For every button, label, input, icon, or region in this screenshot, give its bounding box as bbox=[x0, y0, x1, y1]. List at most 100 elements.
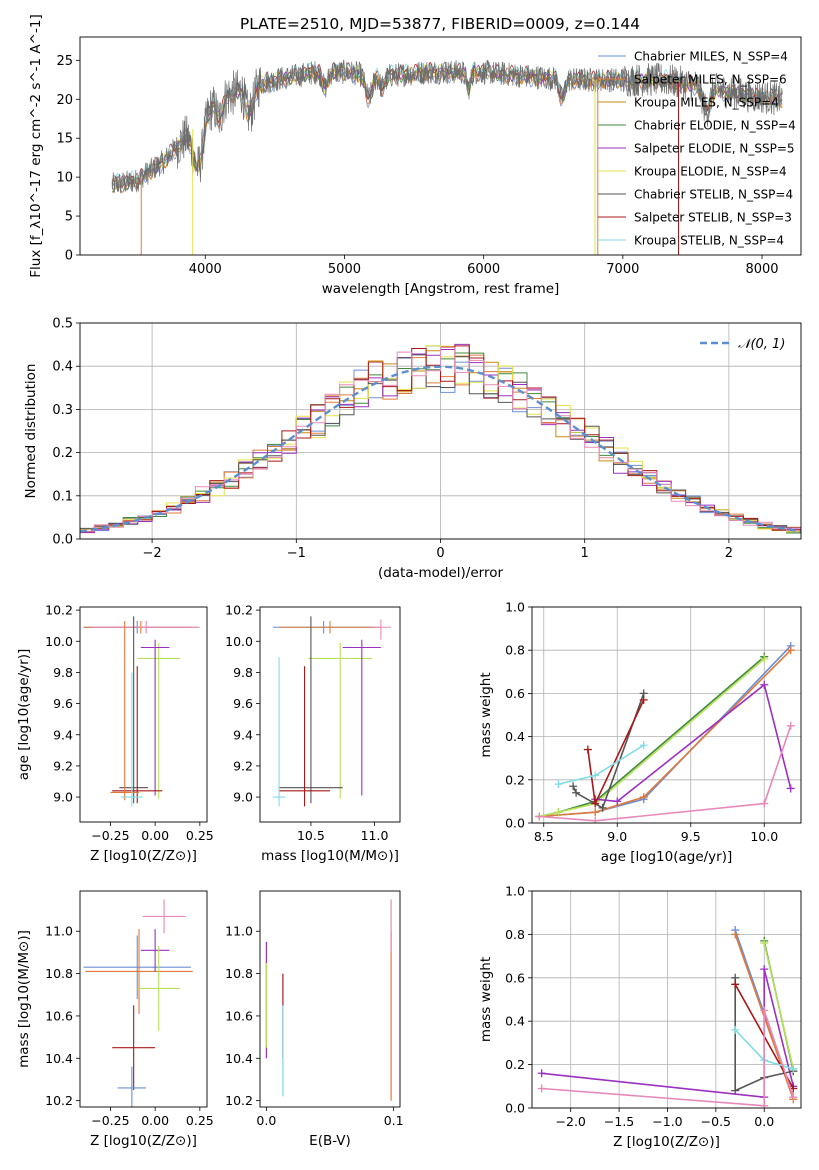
mass-weight-point bbox=[639, 695, 648, 704]
mass-weight-point bbox=[639, 741, 648, 750]
x-axis-label: mass [log10(M/M⊙)] bbox=[261, 848, 399, 864]
mass-weight-point bbox=[583, 745, 592, 754]
mass-weight-point bbox=[731, 1025, 740, 1034]
x-tick-label: −2.0 bbox=[556, 1114, 586, 1129]
mass-weight-point bbox=[591, 808, 600, 817]
x-tick-label: 0.0 bbox=[256, 1113, 276, 1128]
age-vs-mass-panel: 10.5 11.0 9.0 9.2 9.4 9.6 9.8 10.0 10.2 mass [log… bbox=[225, 603, 401, 864]
x-tick-label: 0.1 bbox=[384, 1113, 404, 1128]
mass-weight-point bbox=[760, 654, 769, 663]
y-tick-label: 0.0 bbox=[505, 1101, 525, 1116]
legend-label: Chabrier ELODIE, N_SSP=4 bbox=[634, 119, 796, 133]
y-tick-label: 9.4 bbox=[233, 727, 253, 742]
mass-weight-point bbox=[760, 965, 769, 974]
y-tick-label: 9.6 bbox=[233, 696, 253, 711]
y-tick-label: 0.1 bbox=[52, 489, 73, 504]
axes-frame bbox=[531, 890, 802, 1109]
x-tick-label: −0.5 bbox=[701, 1114, 731, 1129]
y-tick-label: 10.8 bbox=[45, 966, 73, 981]
normal-distribution-curve bbox=[80, 365, 801, 533]
y-tick-label: 9.0 bbox=[233, 790, 253, 805]
y-tick-label: 0.4 bbox=[505, 1014, 525, 1029]
y-tick-label: 0.0 bbox=[52, 533, 73, 548]
y-tick-label: 0.3 bbox=[52, 403, 73, 418]
y-tick-label: 10.0 bbox=[45, 634, 73, 649]
mass-weight-point bbox=[554, 808, 563, 817]
x-axis-label: Z [log10(Z/Z⊙)] bbox=[90, 1133, 197, 1149]
y-tick-label: 9.6 bbox=[53, 696, 73, 711]
mass-weight-point bbox=[760, 680, 769, 689]
y-tick-label: 10.6 bbox=[45, 1008, 73, 1023]
y-axis-label: mass weight bbox=[478, 957, 494, 1042]
weight-vs-age-panel: 8.5 9.0 9.5 10.0 0.0 0.2 0.4 0.6 0.8 1.0 age [log1… bbox=[478, 600, 802, 865]
y-tick-label: 9.2 bbox=[53, 758, 73, 773]
legend-label: Salpeter ELODIE, N_SSP=5 bbox=[634, 142, 795, 156]
x-axis-label: (data-model)/error bbox=[378, 565, 504, 581]
x-tick-label: 4000 bbox=[189, 262, 222, 277]
legend-label: Salpeter MILES, N_SSP=6 bbox=[634, 73, 787, 87]
x-axis-label: wavelength [Angstrom, rest frame] bbox=[322, 281, 560, 297]
axes-frame bbox=[531, 606, 802, 824]
mass-weight-point bbox=[760, 939, 769, 948]
axes-frame bbox=[79, 890, 208, 1108]
plot-area bbox=[535, 641, 795, 823]
mass-weight-point bbox=[569, 782, 578, 791]
mass-vs-ebv-panel: 0.0 0.1 10.2 10.4 10.6 10.8 11.0 E(B-V) bbox=[225, 890, 404, 1149]
y-axis-label: mass [log10(M/M⊙)] bbox=[16, 930, 32, 1068]
x-tick-label: −2 bbox=[143, 546, 162, 561]
y-tick-label: 10.2 bbox=[225, 603, 253, 618]
mass-weight-point bbox=[786, 784, 795, 793]
mass-weight-line bbox=[539, 649, 792, 818]
x-tick-label: 0.0 bbox=[754, 1114, 774, 1129]
plot-area bbox=[272, 616, 392, 807]
y-tick-label: 0.2 bbox=[505, 772, 525, 787]
mass-weight-line bbox=[539, 658, 765, 818]
x-tick-label: 11.0 bbox=[361, 828, 389, 843]
x-tick-label: 8000 bbox=[745, 262, 778, 277]
mass-weight-point bbox=[760, 1101, 769, 1108]
mass-weight-point bbox=[535, 812, 544, 821]
spectrum-panel: 4000 5000 6000 7000 8000 0 5 10 15 20 25 wavelength… bbox=[28, 14, 802, 297]
legend-label: Kroupa MILES, N_SSP=4 bbox=[634, 96, 779, 110]
axes-frame bbox=[79, 322, 802, 540]
y-tick-label: 0.4 bbox=[52, 360, 73, 375]
age-vs-metallicity-panel: −0.25 0.00 0.25 9.0 9.2 9.4 9.6 9.8 10.0 10.2 Z [l… bbox=[16, 603, 214, 864]
plot-area bbox=[83, 899, 193, 1107]
y-tick-label: 0.4 bbox=[505, 729, 525, 744]
mass-weight-point bbox=[760, 799, 769, 808]
mass-weight-point bbox=[598, 803, 607, 812]
x-tick-label: 9.0 bbox=[607, 829, 627, 844]
y-tick-label: 1.0 bbox=[505, 600, 525, 615]
plot-area bbox=[265, 899, 392, 1101]
mass-weight-point bbox=[731, 1086, 740, 1095]
x-tick-label: 0 bbox=[436, 546, 444, 561]
x-tick-label: 10.5 bbox=[297, 828, 325, 843]
plot-area bbox=[83, 616, 200, 807]
x-axis-label: E(B-V) bbox=[309, 1133, 351, 1149]
y-tick-label: 10.8 bbox=[225, 966, 253, 981]
y-tick-label: 11.0 bbox=[45, 924, 73, 939]
y-axis-label: Normed distribution bbox=[23, 364, 39, 499]
y-tick-label: 0.6 bbox=[505, 970, 525, 985]
legend-label: Kroupa STELIB, N_SSP=4 bbox=[634, 234, 784, 248]
axes-frame bbox=[79, 606, 208, 823]
x-tick-label: −1 bbox=[287, 546, 306, 561]
axes-frame bbox=[259, 606, 401, 823]
x-tick-label: 2 bbox=[725, 546, 733, 561]
x-tick-label: 7000 bbox=[606, 262, 639, 277]
y-tick-label: 10.2 bbox=[225, 1093, 253, 1108]
mass-weight-line bbox=[541, 1010, 795, 1107]
x-tick-label: −0.25 bbox=[91, 1113, 129, 1128]
legend-label: Chabrier STELIB, N_SSP=4 bbox=[634, 188, 793, 202]
y-tick-label: 5 bbox=[65, 210, 73, 225]
y-tick-label: 0 bbox=[65, 249, 73, 264]
y-tick-label: 0.6 bbox=[505, 686, 525, 701]
y-tick-label: 10.4 bbox=[45, 1051, 73, 1066]
y-tick-label: 9.8 bbox=[233, 665, 253, 680]
x-axis-label: age [log10(age/yr)] bbox=[601, 849, 733, 865]
y-tick-label: 25 bbox=[56, 54, 73, 69]
mass-weight-point bbox=[639, 793, 648, 802]
x-tick-label: 0.00 bbox=[141, 1113, 169, 1128]
x-tick-label: 5000 bbox=[328, 262, 361, 277]
x-tick-label: 10.0 bbox=[750, 829, 778, 844]
